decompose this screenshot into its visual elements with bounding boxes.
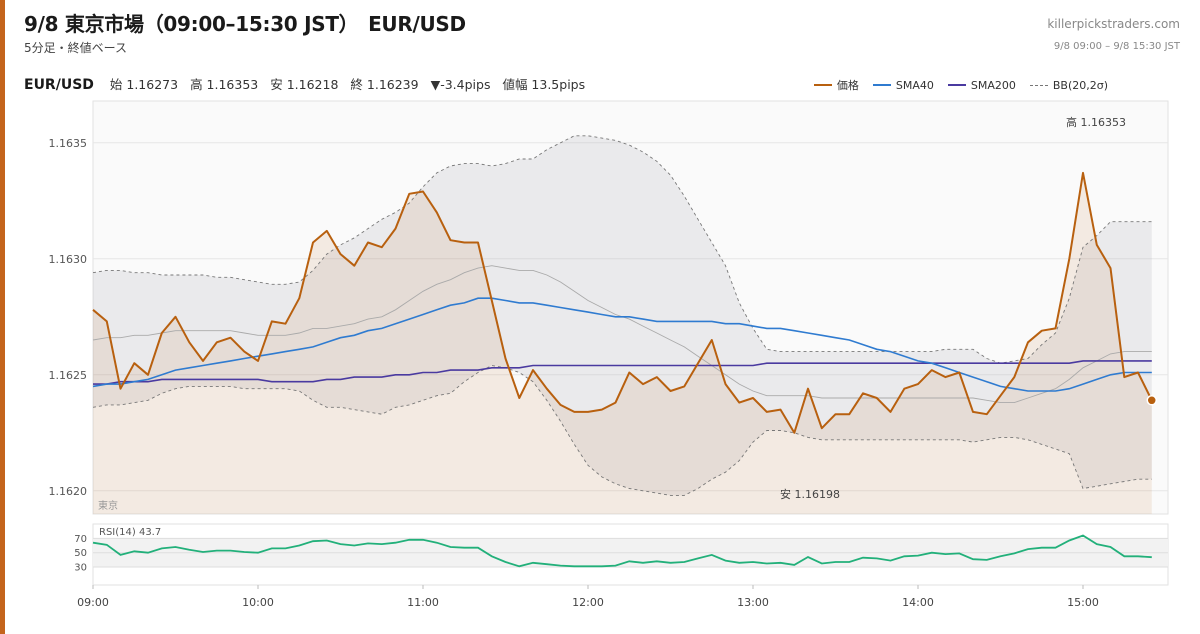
legend-sma200[interactable]: SMA200 [947,78,1016,92]
sma200-line [93,360,1152,385]
price-line [92,171,1153,434]
brand-link[interactable]: killerpickstraders.com [1047,17,1180,31]
bb-band-fill [93,135,1152,496]
x-tick-label: 10:00 [242,596,274,609]
page-title: 9/8 東京市場（09:00–15:30 JST） EUR/USD [24,12,466,36]
x-tick-label: 11:00 [407,596,439,609]
legend-bb[interactable]: BB(20,2σ) [1029,78,1108,92]
legend-sma200-swatch [947,84,966,86]
last-price-marker [1146,395,1157,406]
close-value: 終 1.16239 [350,77,419,92]
x-tick-label: 14:00 [902,596,934,609]
rsi-tick-label: 50 [74,548,87,559]
time-range: 9/8 09:00 – 9/8 15:30 JST [1053,41,1180,52]
legend-sma200-label: SMA200 [970,78,1016,92]
plot-area [92,100,1169,515]
low-annotation: 安 1.16198 [780,487,840,501]
legend-bb-label: BB(20,2σ) [1052,78,1108,92]
legend-bb-swatch [1029,84,1048,86]
rsi-title: RSI(14) 43.7 [99,527,161,538]
x-tick-label: 12:00 [572,596,604,609]
legend-price-label: 価格 [836,79,859,92]
y-tick-label: 1.1625 [49,369,88,382]
high-value: 高 1.16353 [190,77,259,92]
range-value: 値幅 13.5pips [502,77,586,92]
session-label: 東京 [98,499,118,512]
x-tick-label: 09:00 [77,596,109,609]
y-tick-label: 1.1630 [49,253,88,266]
price-area-fill [93,172,1152,514]
legend-sma40-label: SMA40 [895,78,934,92]
legend-price[interactable]: 価格 [813,77,859,93]
x-tick-label: 13:00 [737,596,769,609]
sma40-line [92,297,1152,392]
legend-price-swatch [813,84,832,86]
change-value: ▼-3.4pips [430,77,491,92]
ohlc-stats: EUR/USD 始 1.16273 高 1.16353 安 1.16218 終 … [24,74,597,93]
low-value: 安 1.16218 [270,77,339,92]
rsi-tick-label: 30 [74,563,87,574]
rsi-line [92,534,1152,568]
y-tick-label: 1.1635 [49,137,88,150]
accent-bar [0,0,5,634]
page-subtitle: 5分足・終値ベース [24,41,128,55]
pair-label: EUR/USD [24,77,94,93]
legend-sma40[interactable]: SMA40 [872,78,934,92]
x-tick-label: 15:00 [1067,596,1099,609]
rsi-tick-label: 70 [74,534,87,545]
legend-sma40-swatch [872,84,891,86]
y-tick-label: 1.1620 [49,485,88,498]
chart-legend: 価格 SMA40 SMA200 BB(20,2σ) [800,77,1108,93]
open-value: 始 1.16273 [109,77,179,92]
high-annotation: 高 1.16353 [1066,115,1126,129]
bb-lower-line [92,365,1152,496]
